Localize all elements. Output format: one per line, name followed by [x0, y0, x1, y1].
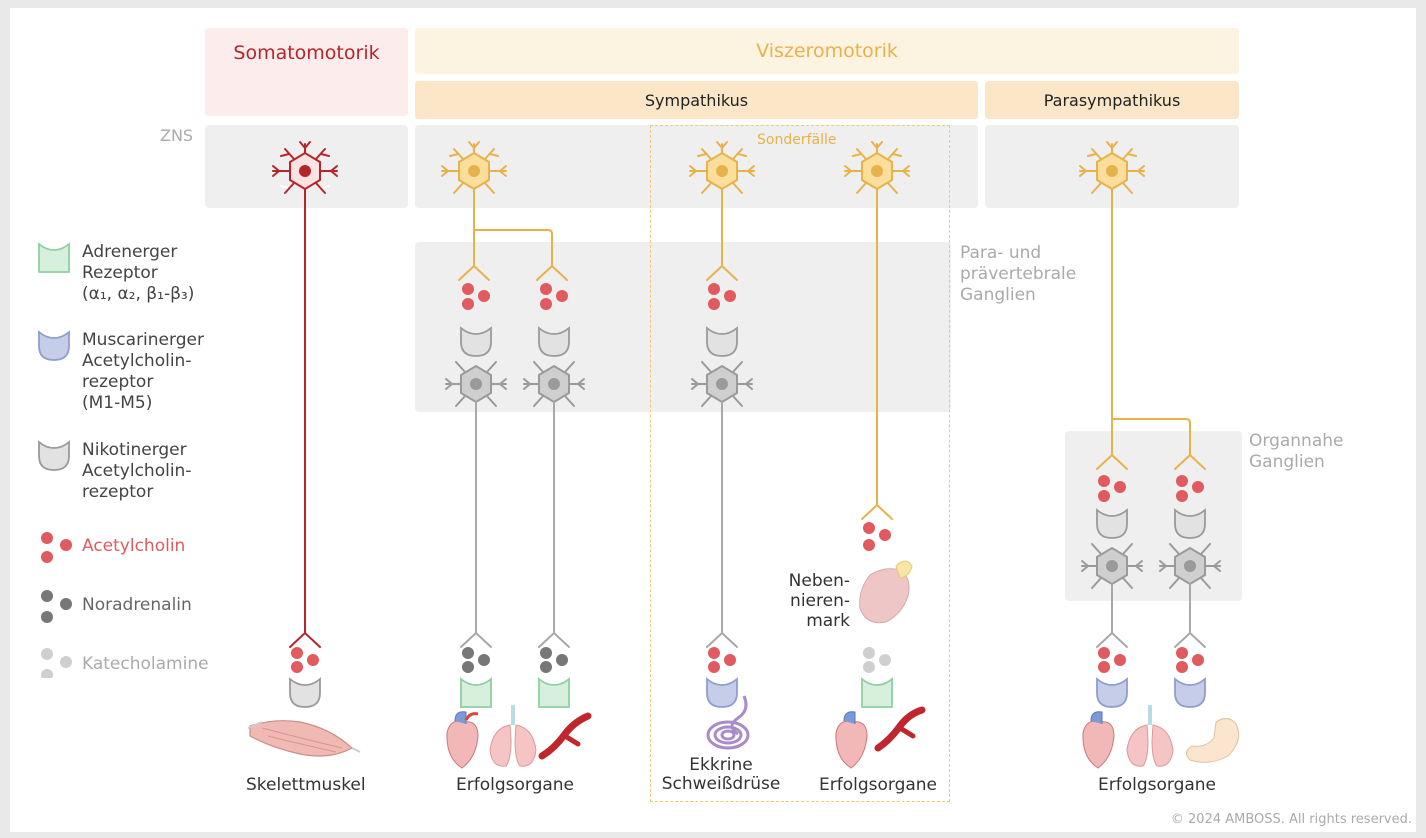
legend-katecholamine-icon [41, 648, 72, 678]
header-somatomotorik: Somatomotorik [205, 28, 408, 116]
nicotinic-receptors-ganglia [289, 326, 1206, 708]
legend-symbols [38, 242, 72, 678]
header-parasympathikus-label: Parasympathikus [1043, 90, 1181, 110]
sonderfaelle-label: Sonderfälle [757, 132, 837, 148]
ekkrine-schweissdruese-label: Ekkrine Schweißdrüse [661, 755, 781, 794]
header-viszeromotorik-label: Viszeromotorik [756, 40, 898, 62]
legend-muscarinerger-receptor-icon [38, 330, 70, 361]
erfolgsorgane-para-label: Erfolgsorgane [1098, 775, 1217, 795]
muscarinic-receptors [706, 677, 1206, 708]
heart-icon-2 [835, 711, 868, 769]
katecholamine-vesicles [863, 647, 891, 673]
legend-acetylcholin-label: Acetylcholin [82, 536, 186, 556]
nebennierenmark-label: Neben- nieren- mark [788, 571, 850, 631]
legend-noradrenalin-label: Noradrenalin [82, 595, 192, 615]
header-somatomotorik-label: Somatomotorik [233, 42, 380, 64]
legend-noradrenalin-icon [41, 590, 72, 623]
stomach-icon [1186, 718, 1240, 763]
header-sympathikus: Sympathikus [415, 81, 978, 119]
symp-preganglionic-fiber-2 [706, 188, 738, 281]
legend-muscarinerger-label: Muscarinerger Acetylcholin- rezeptor (M1… [82, 330, 204, 413]
symp-preganglionic-fiber-3 [861, 188, 893, 520]
adrenergic-receptors [460, 677, 893, 708]
header-viszeromotorik: Viszeromotorik [415, 28, 1239, 74]
somato-soma-nucleus [299, 165, 311, 177]
header-parasympathikus: Parasympathikus [985, 81, 1239, 119]
skelettmuskel-label: Skelettmuskel [246, 775, 366, 795]
sweat-gland-icon [706, 695, 750, 750]
legend-adrenerger-label: Adrenerger Rezeptor (α₁, α₂, β₁-β₃) [82, 242, 195, 304]
para-preganglionic-fiber [1096, 188, 1206, 470]
lung-icon-1 [489, 705, 537, 767]
blood-vessel-icon-1 [538, 712, 592, 760]
legend-nikotinerger-receptor-icon [38, 440, 70, 471]
legend-katecholamine-label: Katecholamine [82, 654, 209, 674]
organnahe-ganglien-region [1065, 431, 1242, 601]
ganglion-neurons [445, 361, 1221, 589]
symp-preganglionic-fiber-1 [458, 188, 568, 281]
blood-vessel-icon-2 [874, 706, 926, 752]
legend-nikotinerger-label: Nikotinerger Acetylcholin- rezeptor [82, 440, 192, 502]
postganglionic-fibers [460, 401, 1206, 648]
adrenal-gland-icon [859, 560, 913, 624]
legend-adrenerger-receptor-icon [38, 242, 70, 273]
acetylcholin-vesicles [291, 283, 1204, 673]
erfolgsorgane-symp-label: Erfolgsorgane [456, 775, 575, 795]
lung-icon-2 [1126, 705, 1174, 767]
sonderfaelle-box [650, 125, 950, 802]
organnahe-ganglien-label: Organnahe Ganglien [1249, 431, 1344, 472]
heart-icon-3 [1082, 711, 1115, 769]
header-sympathikus-label: Sympathikus [644, 90, 749, 110]
heart-icon-1 [446, 711, 479, 769]
erfolgsorgane-sonder-label: Erfolgsorgane [819, 775, 938, 795]
legend-acetylcholin-icon [41, 532, 72, 563]
para-praevertebrale-ganglien-label: Para- und prävertebrale Ganglien [960, 243, 1077, 305]
skeletal-muscle-icon [247, 720, 361, 757]
zns-label: ZNS [160, 126, 194, 145]
copyright-notice: © 2024 AMBOSS. All rights reserved. [1170, 812, 1412, 827]
somato-motoneuron [272, 141, 338, 648]
noradrenalin-vesicles [462, 647, 568, 673]
